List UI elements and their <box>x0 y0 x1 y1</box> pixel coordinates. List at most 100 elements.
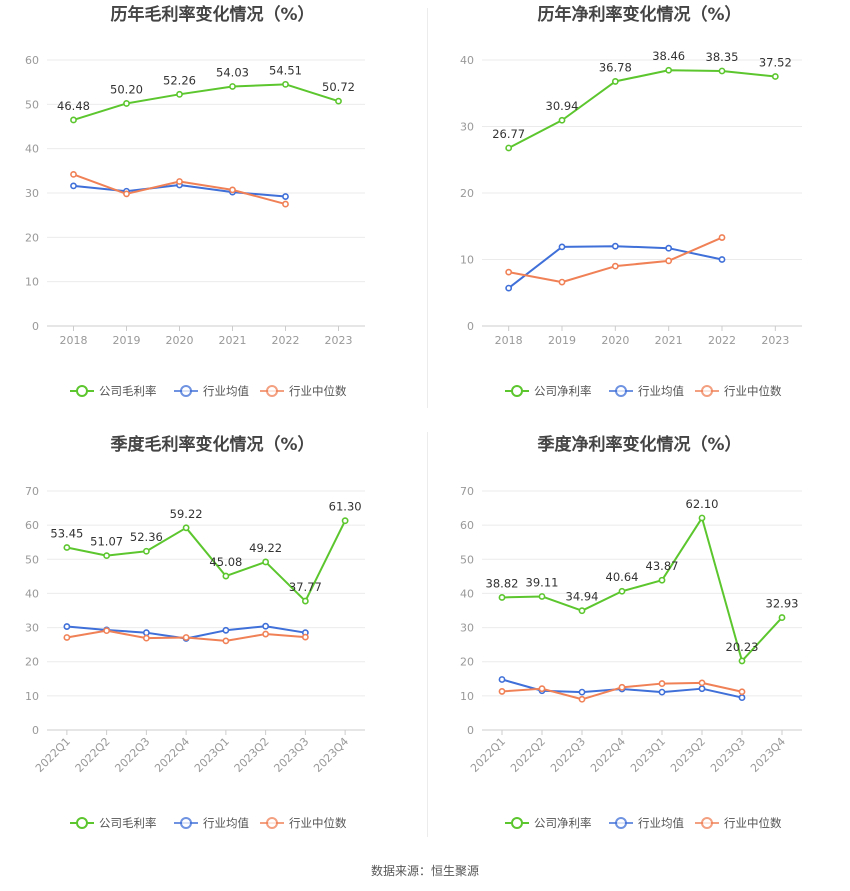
data-label: 40.64 <box>606 570 639 584</box>
series-point <box>618 683 626 691</box>
x-tick-label: 2023Q4 <box>311 735 351 775</box>
legend-label: 行业均值 <box>203 384 249 398</box>
series-point <box>103 627 111 635</box>
series-line <box>508 69 776 149</box>
y-tick-label: 40 <box>460 54 474 67</box>
legend-item[interactable]: 公司净利率 <box>505 816 592 830</box>
data-label: 59.22 <box>170 507 203 521</box>
x-tick-label: 2019 <box>113 334 141 347</box>
chart-quarterly-net-margin: 季度净利率变化情况（%） 0 10 20 30 40 50 60 70 2022Q1 2022Q2 2… <box>425 430 850 850</box>
series-point <box>658 576 666 584</box>
legend-item[interactable]: 行业均值 <box>174 816 249 830</box>
legend-item[interactable]: 公司毛利率 <box>70 384 157 398</box>
series-point <box>182 634 190 641</box>
x-tick-label: 2022Q1 <box>33 735 73 775</box>
data-label: 51.07 <box>90 535 123 549</box>
legend-item[interactable]: 行业中位数 <box>260 816 347 830</box>
series-point <box>665 66 673 74</box>
data-source-label: 数据来源：恒生聚源 <box>370 864 479 878</box>
series-point <box>176 90 183 98</box>
legend-marker <box>701 817 713 829</box>
series-point <box>262 622 270 630</box>
series-point <box>558 278 566 286</box>
y-tick-label: 40 <box>460 587 474 600</box>
series-point <box>698 679 706 687</box>
legend-marker <box>701 385 713 397</box>
series-point <box>558 116 566 124</box>
y-tick-label: 50 <box>460 553 474 566</box>
chart-svg-1: 历年净利率变化情况（%） 0 10 20 30 40 2018 2019 2020 2021 202… <box>460 4 802 398</box>
legend-label: 行业均值 <box>638 816 684 830</box>
y-tick-label: 50 <box>25 553 39 566</box>
series-point <box>718 234 726 241</box>
series-point <box>63 634 71 641</box>
series-point <box>505 268 513 276</box>
legend-marker <box>76 817 88 829</box>
y-tick-label: 30 <box>25 622 39 635</box>
y-tick-label: 70 <box>460 485 474 498</box>
series-point <box>665 244 673 252</box>
data-label: 49.22 <box>249 541 282 555</box>
legend-item[interactable]: 行业均值 <box>609 384 684 398</box>
y-tick-label: 30 <box>460 121 474 134</box>
series-point <box>142 629 150 637</box>
data-label: 38.46 <box>652 49 685 63</box>
x-tick-label: 2022Q3 <box>112 735 152 775</box>
x-tick-label: 2020 <box>166 334 194 347</box>
series-point <box>262 558 270 566</box>
series-point <box>618 587 626 595</box>
chart-title: 历年毛利率变化情况（%） <box>110 4 314 25</box>
x-tick-label: 2021 <box>219 334 247 347</box>
x-tick-label: 2022 <box>708 334 736 347</box>
series-point <box>70 182 77 190</box>
series-point <box>229 83 236 90</box>
series-point <box>718 256 726 263</box>
data-label: 50.20 <box>110 82 143 96</box>
y-tick-label: 60 <box>25 519 39 532</box>
legend-label: 行业中位数 <box>289 384 347 398</box>
data-label: 52.36 <box>130 530 163 544</box>
series-point <box>229 186 236 194</box>
x-tick-label: 2023Q2 <box>668 735 708 775</box>
y-tick-label: 10 <box>25 690 39 703</box>
y-tick-label: 20 <box>25 231 39 244</box>
series-point <box>341 517 349 525</box>
series-point <box>282 200 289 208</box>
series-line <box>73 83 339 121</box>
y-tick-label: 20 <box>460 187 474 200</box>
series-point <box>70 116 77 124</box>
data-label: 43.87 <box>646 559 679 573</box>
series-point <box>123 100 130 107</box>
data-label: 52.26 <box>163 73 196 87</box>
series-point <box>142 547 150 555</box>
data-label: 62.10 <box>686 497 719 511</box>
x-tick-label: 2021 <box>655 334 683 347</box>
y-tick-label: 20 <box>25 656 39 669</box>
legend-item[interactable]: 行业中位数 <box>695 384 782 398</box>
legend-label: 行业中位数 <box>724 384 782 398</box>
data-label: 54.51 <box>269 63 302 77</box>
data-label: 53.45 <box>50 527 83 541</box>
x-tick-label: 2022 <box>272 334 300 347</box>
series-point <box>698 685 706 693</box>
series-point <box>498 688 506 695</box>
series-point <box>578 607 586 615</box>
chart-annual-net-margin: 历年净利率变化情况（%） 0 10 20 30 40 2018 2019 2020 2021 202… <box>425 0 850 420</box>
legend-marker <box>615 817 627 829</box>
legend-item[interactable]: 公司净利率 <box>505 384 592 398</box>
legend-item[interactable]: 行业中位数 <box>260 384 347 398</box>
legend-item[interactable]: 行业均值 <box>174 384 249 398</box>
legend-item[interactable]: 行业中位数 <box>695 816 782 830</box>
y-tick-label: 0 <box>32 320 39 333</box>
series-point <box>301 597 309 605</box>
data-label: 36.78 <box>599 60 632 74</box>
legend-label: 公司净利率 <box>534 816 592 830</box>
x-tick-label: 2018 <box>495 334 523 347</box>
series-point <box>658 680 666 687</box>
legend-item[interactable]: 公司毛利率 <box>70 816 157 830</box>
x-tick-label: 2023 <box>325 334 353 347</box>
series-point <box>103 552 111 560</box>
data-label: 38.82 <box>486 576 519 590</box>
x-tick-label: 2022Q4 <box>152 735 192 775</box>
legend-item[interactable]: 行业均值 <box>609 816 684 830</box>
